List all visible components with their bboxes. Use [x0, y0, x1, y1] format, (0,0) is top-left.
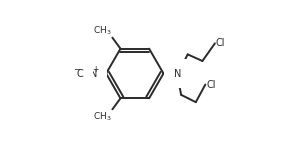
Text: Cl: Cl: [206, 80, 216, 90]
Text: CH$_3$: CH$_3$: [93, 110, 112, 123]
Text: C: C: [76, 69, 83, 78]
Text: N: N: [174, 69, 181, 78]
Text: N: N: [90, 69, 97, 78]
Text: Cl: Cl: [216, 38, 225, 48]
Text: +: +: [92, 65, 99, 74]
Text: −: −: [73, 65, 80, 74]
Text: CH$_3$: CH$_3$: [93, 24, 112, 37]
